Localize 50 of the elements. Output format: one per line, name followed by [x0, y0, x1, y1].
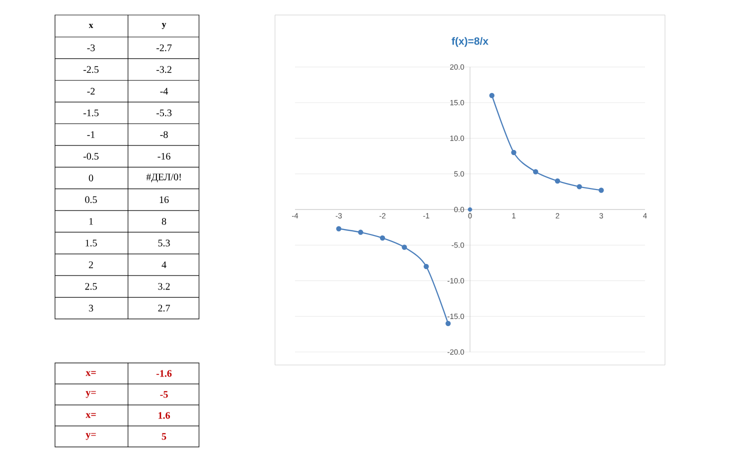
point: [446, 320, 451, 326]
text: y=: [86, 391, 96, 398]
text: -5: [160, 391, 168, 398]
text: -1.5: [83, 110, 99, 116]
text: -8: [160, 131, 168, 138]
text: -1.6: [156, 370, 172, 377]
text: 3: [88, 304, 94, 312]
text: #ДЕЛ/0!: [146, 174, 181, 182]
text: 2.7: [158, 304, 170, 312]
text: x=: [86, 413, 96, 418]
text: y: [162, 22, 166, 30]
text: 1: [89, 218, 93, 225]
point: [576, 184, 582, 190]
text: -16: [158, 152, 170, 160]
text: 2: [88, 261, 93, 268]
text: -3.2: [156, 66, 172, 73]
point: [358, 230, 364, 235]
text: -2.5: [83, 66, 99, 73]
point: [336, 226, 342, 232]
point: [380, 235, 386, 241]
text: 16: [160, 196, 169, 204]
text: x: [88, 24, 94, 28]
text: -2: [87, 88, 95, 95]
point: [533, 169, 538, 174]
text: 4: [162, 261, 166, 268]
text: 5: [162, 433, 166, 440]
point: [424, 264, 429, 270]
text: -4: [160, 88, 168, 95]
text: 0.5: [85, 196, 97, 204]
text: 1.5: [86, 240, 97, 246]
text: -0.5: [83, 152, 99, 160]
text: 8: [162, 218, 166, 225]
text: -5.3: [156, 110, 172, 116]
text: 2.5: [85, 283, 97, 290]
point: [489, 92, 494, 98]
text: 0: [88, 174, 94, 182]
point: [402, 244, 407, 250]
text: -1: [87, 131, 95, 138]
point: [511, 150, 516, 156]
chart-title: f(x)=8/x: [452, 37, 488, 47]
point: [598, 188, 604, 193]
text: x=: [86, 371, 96, 376]
text: 5.3: [158, 240, 170, 246]
text: 1.6: [158, 412, 170, 419]
point: [468, 207, 472, 212]
text: 3.2: [158, 283, 170, 290]
point: [554, 178, 560, 184]
text: -3: [87, 44, 95, 52]
text: y=: [86, 433, 96, 440]
text: -2.7: [156, 44, 172, 52]
